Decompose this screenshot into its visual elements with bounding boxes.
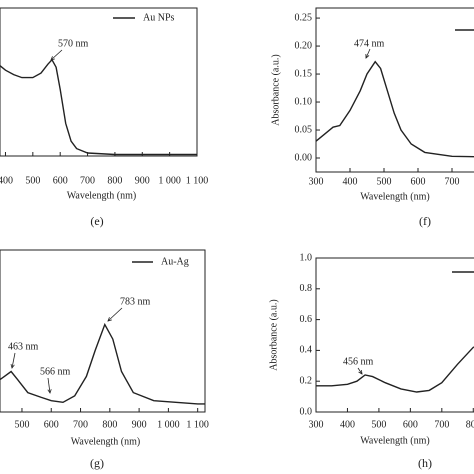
x-axis-label: Wavelength (nm) (360, 191, 429, 202)
plot-frame (0, 7, 198, 157)
annotation-arrow (50, 49, 63, 61)
peak-annotation: 463 nm (8, 341, 39, 352)
peak-annotation: 783 nm (120, 296, 151, 307)
spectrum-line (0, 58, 197, 156)
y-axis-label: Absorbance (a.u.) (268, 299, 279, 370)
x-tick-label: 500 (25, 175, 40, 186)
x-tick-label: 500 (377, 176, 392, 187)
x-axis-label: Wavelength (nm) (360, 435, 429, 446)
arrow-head (358, 369, 363, 375)
x-tick-label: 600 (411, 176, 426, 187)
annotation-arrow (47, 377, 51, 394)
x-tick-label: 700 (73, 419, 88, 430)
x-tick-label: 300 (309, 176, 324, 187)
peak-annotation: 566 nm (40, 366, 71, 377)
legend-label: Au-Ag (161, 256, 189, 267)
arrow-head (365, 53, 370, 59)
annotation-arrow (107, 307, 123, 322)
annotation-arrow (11, 352, 16, 369)
x-tick-label: 1 100 (186, 175, 209, 186)
x-tick-label: 900 (135, 175, 150, 186)
y-tick-label: 0.20 (295, 40, 313, 51)
x-tick-label: 600 (44, 419, 59, 430)
x-tick-label: 700 (445, 176, 460, 187)
x-tick-label: 700 (434, 419, 449, 430)
x-tick-label: 1 000 (157, 419, 180, 430)
x-tick-label: 400 (343, 176, 358, 187)
y-tick-label: 0.8 (300, 283, 313, 294)
plot-frame (315, 7, 474, 173)
y-tick-label: 0.05 (295, 124, 313, 135)
y-tick-label: 0.10 (295, 96, 313, 107)
y-tick-label: 0.15 (295, 68, 313, 79)
x-tick-label: 800 (107, 175, 122, 186)
x-axis-label: Wavelength (nm) (67, 190, 136, 201)
panel-caption: (h) (418, 456, 432, 470)
panel-caption: (g) (90, 456, 104, 470)
y-tick-label: 0.25 (295, 12, 313, 23)
spectrum-line (315, 60, 474, 158)
arrow-head (107, 317, 112, 322)
peak-annotation: 474 nm (354, 38, 385, 49)
x-tick-label: 800 (466, 419, 474, 430)
x-tick-label: 400 (0, 175, 13, 186)
spectrum-line (0, 322, 205, 405)
x-tick-label: 600 (403, 419, 418, 430)
legend-label: Au NPs (143, 12, 175, 23)
panel-caption: (f) (419, 214, 431, 228)
y-tick-label: 0.4 (300, 345, 313, 356)
x-tick-label: 800 (102, 419, 117, 430)
x-tick-label: 1 100 (186, 419, 209, 430)
x-tick-label: 700 (80, 175, 95, 186)
plot-frame (315, 257, 474, 413)
peak-annotation: 570 nm (58, 38, 89, 49)
panel-caption: (e) (90, 214, 103, 228)
x-tick-label: 500 (371, 419, 386, 430)
plot-frame (0, 249, 206, 413)
y-tick-label: 0.0 (300, 406, 313, 417)
arrow-head (47, 389, 52, 394)
y-axis-label: Absorbance (a.u.) (270, 54, 281, 125)
y-tick-label: 0.6 (300, 314, 313, 325)
y-tick-label: 0.00 (295, 152, 313, 163)
x-tick-label: 500 (14, 419, 29, 430)
arrow-head (10, 364, 15, 369)
x-axis-label: Wavelength (nm) (71, 436, 140, 447)
x-tick-label: 600 (53, 175, 68, 186)
spectrum-line (316, 346, 474, 393)
x-tick-label: 300 (309, 419, 324, 430)
annotation-arrow (357, 367, 363, 375)
peak-annotation: 456 nm (343, 356, 374, 367)
y-tick-label: 1.0 (300, 252, 313, 263)
x-tick-label: 900 (132, 419, 147, 430)
annotation-arrow (365, 48, 371, 59)
x-tick-label: 1 000 (158, 175, 181, 186)
x-tick-label: 400 (340, 419, 355, 430)
arrow-head (50, 56, 55, 61)
y-tick-label: 0.2 (300, 375, 313, 386)
